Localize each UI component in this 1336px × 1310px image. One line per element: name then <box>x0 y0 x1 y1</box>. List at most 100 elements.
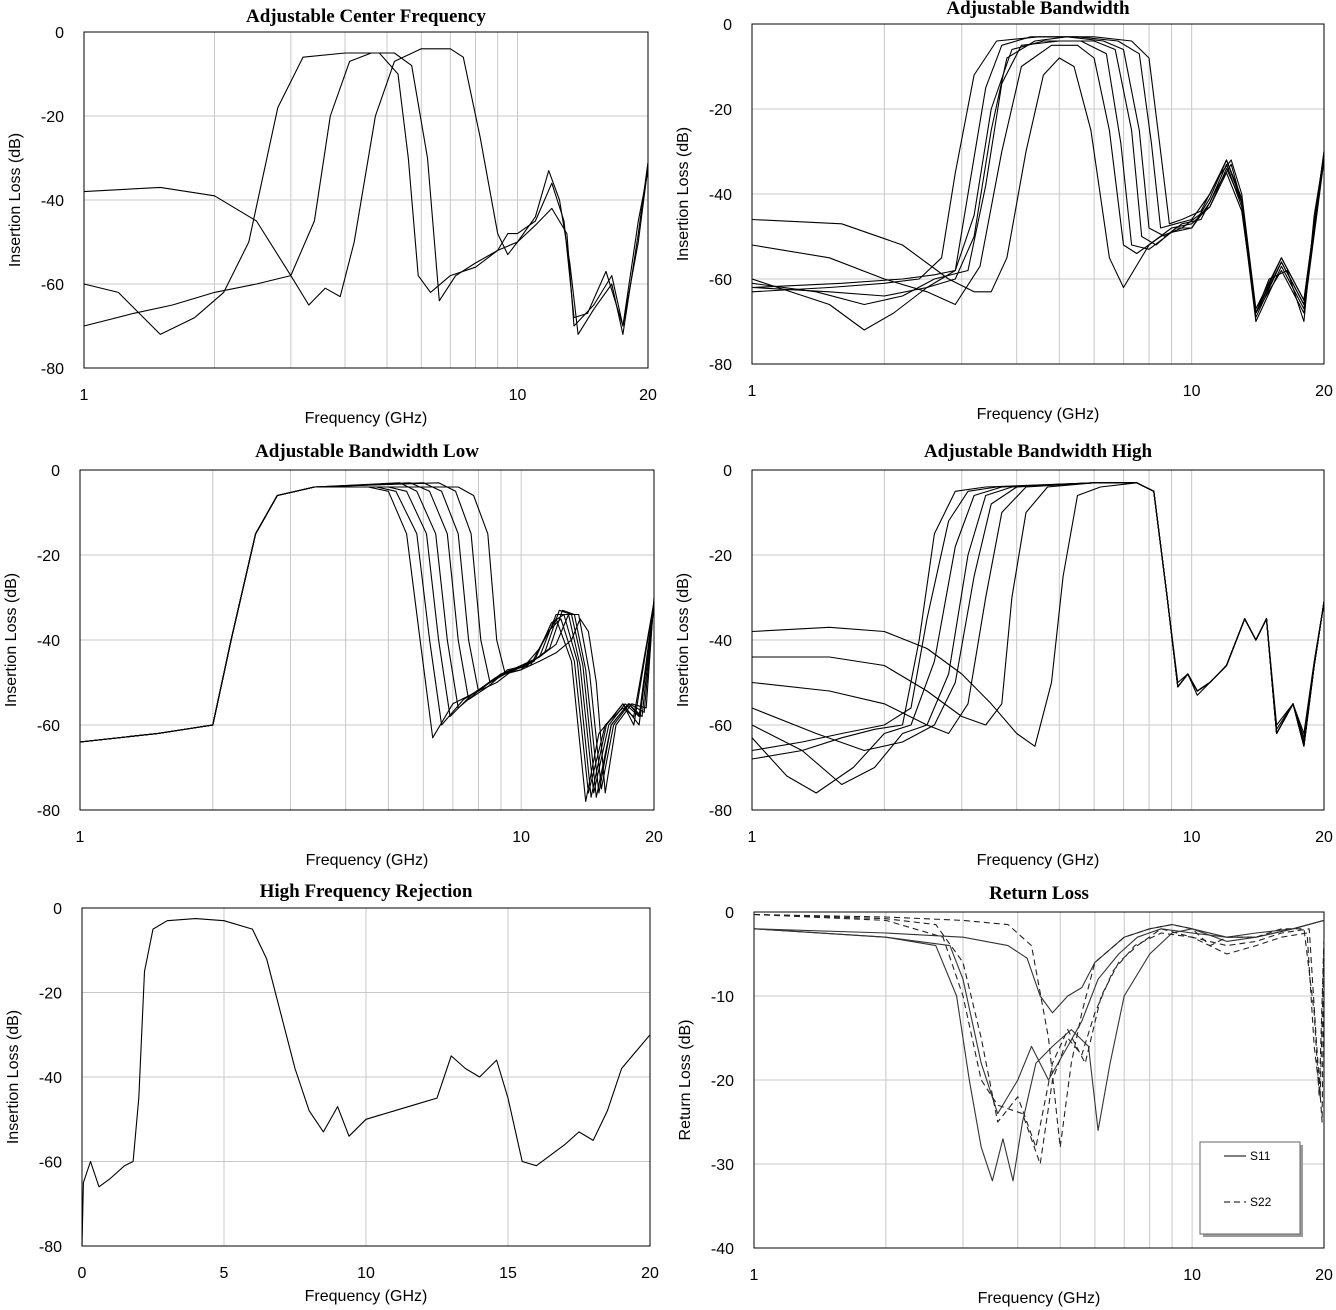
legend-label: S22 <box>1250 1195 1272 1209</box>
chart-4: Adjustable Bandwidth High 0 -20 -40 -60 -80 1 1… <box>675 441 1333 869</box>
x-tick-label: 1 <box>80 387 89 404</box>
series-line <box>84 53 648 334</box>
series-line <box>754 915 1324 1148</box>
x-tick-label: 20 <box>1315 1267 1333 1284</box>
x-axis-label: Frequency (GHz) <box>978 1290 1101 1307</box>
series-line <box>752 37 1324 313</box>
y-tick-label: 0 <box>53 901 62 918</box>
y-tick-label: 0 <box>51 463 60 480</box>
series-line <box>80 483 654 789</box>
y-tick-label: -80 <box>41 361 64 378</box>
x-tick-label: 10 <box>357 1265 375 1282</box>
x-tick-label: 15 <box>499 1265 517 1282</box>
legend: S11 S22 <box>1200 1142 1303 1237</box>
y-tick-label: -20 <box>711 1073 734 1090</box>
y-tick-label: -40 <box>39 1070 62 1087</box>
x-axis-label: Frequency (GHz) <box>305 1288 428 1305</box>
series-line <box>754 920 1324 1113</box>
series-line <box>752 483 1324 747</box>
y-tick-label: -20 <box>41 109 64 126</box>
x-tick-label: 0 <box>78 1265 87 1282</box>
x-axis-label: Frequency (GHz) <box>305 410 428 427</box>
y-tick-label: -20 <box>39 986 62 1003</box>
y-axis-label: Insertion Loss (dB) <box>675 573 692 707</box>
y-tick-label: 0 <box>723 17 732 34</box>
x-tick-label: 1 <box>748 829 757 846</box>
y-axis-label: Return Loss (dB) <box>677 1020 694 1141</box>
y-tick-label: -40 <box>711 1241 734 1258</box>
y-tick-label: -40 <box>709 187 732 204</box>
y-tick-label: -80 <box>37 803 60 820</box>
x-axis-label: Frequency (GHz) <box>306 852 429 869</box>
series-line <box>752 483 1324 742</box>
x-tick-label: 10 <box>512 829 530 846</box>
chart-title: Adjustable Bandwidth <box>946 0 1130 19</box>
x-tick-label: 20 <box>1315 829 1333 846</box>
x-tick-label: 1 <box>76 829 85 846</box>
series-line <box>80 487 654 802</box>
x-tick-label: 10 <box>509 387 527 404</box>
chart-title: Adjustable Bandwidth Low <box>255 441 479 462</box>
x-tick-label: 5 <box>220 1265 229 1282</box>
chart-6: Return Loss 0 -10 -20 -30 -40 1 10 20 Frequency (… <box>677 883 1333 1307</box>
series-line <box>80 483 654 793</box>
series-line <box>84 53 648 334</box>
chart-5: High Frequency Rejection 0 -20 -40 -60 -80 0 5 1… <box>5 881 659 1305</box>
x-tick-label: 10 <box>1183 383 1201 400</box>
chart-title: Adjustable Center Frequency <box>246 6 486 27</box>
y-tick-label: -20 <box>37 548 60 565</box>
series-line <box>752 483 1324 751</box>
x-tick-label: 10 <box>1183 1267 1201 1284</box>
series-line <box>752 41 1324 317</box>
series-line <box>752 483 1324 793</box>
y-tick-label: 0 <box>725 905 734 922</box>
chart-1: Adjustable Center Frequency 0 -20 -40 -60 -80… <box>7 6 657 427</box>
series-line <box>752 483 1324 738</box>
series-line <box>752 37 1324 313</box>
y-tick-label: 0 <box>55 25 64 42</box>
series-line <box>752 45 1324 313</box>
y-tick-label: -60 <box>37 718 60 735</box>
series-line <box>752 37 1324 309</box>
y-tick-label: -60 <box>41 277 64 294</box>
chart-title: High Frequency Rejection <box>260 881 473 902</box>
x-tick-label: 1 <box>748 383 757 400</box>
series-line <box>754 915 1324 1148</box>
x-tick-label: 20 <box>641 1265 659 1282</box>
x-tick-label: 10 <box>1183 829 1201 846</box>
series-line <box>80 483 654 793</box>
series-line <box>754 915 1324 1165</box>
y-tick-label: -60 <box>39 1155 62 1172</box>
y-tick-label: -20 <box>709 102 732 119</box>
series-line <box>752 483 1324 751</box>
y-tick-label: -30 <box>711 1157 734 1174</box>
y-axis-label: Insertion Loss (dB) <box>5 1010 22 1144</box>
y-tick-label: 0 <box>723 463 732 480</box>
y-tick-label: -80 <box>709 803 732 820</box>
x-tick-label: 20 <box>645 829 663 846</box>
x-tick-label: 20 <box>639 387 657 404</box>
x-axis-label: Frequency (GHz) <box>977 852 1100 869</box>
y-tick-label: -60 <box>709 718 732 735</box>
y-axis-label: Insertion Loss (dB) <box>3 573 20 707</box>
y-tick-label: -10 <box>711 989 734 1006</box>
chart-title: Return Loss <box>989 883 1089 904</box>
y-tick-label: -40 <box>709 633 732 650</box>
x-tick-label: 1 <box>750 1267 759 1284</box>
x-tick-label: 20 <box>1315 383 1333 400</box>
y-axis-label: Insertion Loss (dB) <box>675 127 692 261</box>
y-axis-label: Insertion Loss (dB) <box>7 133 24 267</box>
chart-2: Adjustable Bandwidth 0 -20 -40 -60 -80 1 10 20 Fr… <box>675 0 1333 423</box>
y-tick-label: -60 <box>709 272 732 289</box>
y-tick-label: -40 <box>37 633 60 650</box>
legend-label: S11 <box>1250 1149 1271 1163</box>
series-line <box>752 483 1324 759</box>
chart-3: Adjustable Bandwidth Low 0 -20 -40 -60 -80 1 10… <box>3 441 663 869</box>
chart-title: Adjustable Bandwidth High <box>924 441 1153 462</box>
x-axis-label: Frequency (GHz) <box>977 406 1100 423</box>
y-tick-label: -20 <box>709 548 732 565</box>
y-tick-label: -40 <box>41 193 64 210</box>
y-tick-label: -80 <box>709 357 732 374</box>
y-tick-label: -80 <box>39 1239 62 1256</box>
